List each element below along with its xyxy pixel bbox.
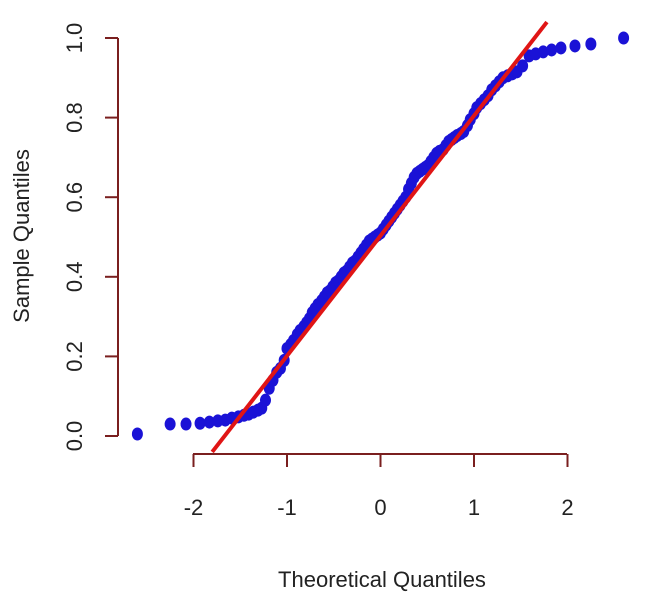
data-point (180, 417, 192, 431)
x-ticks: -2 -1 0 1 2 (184, 454, 574, 520)
x-tick-label: 1 (468, 495, 480, 520)
reference-line (210, 20, 549, 454)
y-tick-label: 1.0 (62, 23, 87, 54)
data-point (585, 37, 597, 51)
y-axis-title: Sample Quantiles (9, 149, 34, 323)
x-tick-label: -1 (277, 495, 297, 520)
data-point (517, 59, 529, 73)
data-point (546, 43, 558, 57)
data-point (537, 45, 549, 59)
y-tick-label: 0.6 (62, 182, 87, 213)
y-tick-label: 0.0 (62, 421, 87, 452)
y-ticks: 0.0 0.2 0.4 0.6 0.8 1.0 (62, 23, 118, 452)
data-point (555, 41, 567, 55)
data-point (203, 415, 215, 429)
data-point (131, 427, 143, 441)
x-axis-title: Theoretical Quantiles (278, 567, 486, 592)
data-point (164, 417, 176, 431)
data-point (194, 416, 206, 430)
data-point (569, 39, 581, 53)
y-tick-label: 0.8 (62, 102, 87, 133)
data-point (618, 31, 630, 45)
x-tick-label: 2 (561, 495, 573, 520)
x-tick-label: -2 (184, 495, 204, 520)
x-tick-label: 0 (374, 495, 386, 520)
data-point (259, 393, 271, 407)
y-tick-label: 0.2 (62, 341, 87, 372)
y-tick-label: 0.4 (62, 262, 87, 293)
